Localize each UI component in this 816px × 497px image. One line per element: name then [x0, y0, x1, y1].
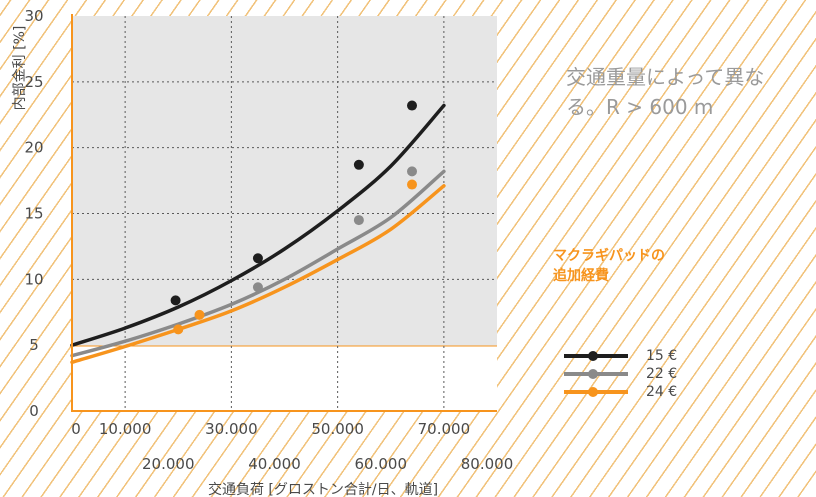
series-line-1	[70, 103, 446, 347]
data-point	[407, 179, 417, 190]
series-layer	[70, 100, 446, 365]
data-point	[353, 215, 364, 226]
data-point	[173, 324, 184, 335]
data-point	[252, 282, 263, 293]
data-point	[407, 166, 417, 177]
y-tick-label: 30	[24, 7, 43, 25]
legend-line-marker-icon	[564, 351, 628, 361]
x-tick-label: 40.000	[248, 455, 301, 473]
legend-label: 22 €	[646, 366, 678, 382]
y-tick-labels: 0 5 10 15 20 25 30	[24, 7, 43, 420]
x-tick-label: 50.000	[311, 420, 364, 438]
legend-label: 24 €	[646, 384, 678, 400]
data-point	[252, 253, 263, 264]
data-point	[194, 309, 205, 320]
x-tick-label: 0	[71, 420, 81, 438]
legend-line-marker-icon	[564, 369, 628, 379]
legend-item: 15 €	[562, 347, 702, 365]
x-tick-labels: 0 10.000 30.000 50.000 70.000 20.000 40.000 60.…	[71, 420, 513, 473]
legend-title: マクラギパッドの 追加経費	[553, 246, 753, 286]
x-tick-label: 10.000	[99, 420, 152, 438]
data-point	[170, 295, 181, 306]
x-tick-label: 70.000	[418, 420, 471, 438]
x-tick-label: 20.000	[142, 455, 195, 473]
route-note-line-1: 交通重量によって異な	[566, 65, 765, 89]
y-tick-label: 5	[29, 336, 39, 354]
plot-area-upper	[72, 16, 497, 346]
legend-marker	[588, 369, 598, 379]
x-axis-title: 交通負荷 [グロストン合計/日、軌道]	[208, 481, 438, 497]
legend-marker	[588, 387, 598, 397]
legend-title-line-2: 追加経費	[553, 268, 609, 284]
series-line-3	[70, 184, 446, 365]
legend-item: 24 €	[562, 383, 702, 401]
legend-item: 22 €	[562, 365, 702, 383]
x-tick-label: 80.000	[461, 455, 514, 473]
legend-line-marker-icon	[564, 387, 628, 397]
legend-marker	[588, 351, 598, 361]
y-tick-label: 15	[24, 205, 43, 223]
grid-lines	[72, 16, 497, 411]
y-tick-label: 10	[24, 270, 43, 288]
legend-title-line-1: マクラギパッドの	[553, 248, 665, 264]
legend: 15 € 22 € 24 €	[562, 347, 702, 401]
y-tick-label: 20	[24, 139, 43, 157]
route-note-line-2: る。R > 600 m	[566, 95, 714, 119]
y-axis-title: 内部金利 [%]	[12, 26, 28, 111]
x-tick-label: 30.000	[205, 420, 258, 438]
x-tick-label: 60.000	[355, 455, 408, 473]
plot-area-lower	[72, 346, 497, 411]
data-point	[353, 159, 364, 170]
y-tick-label: 25	[24, 73, 43, 91]
data-point	[407, 100, 417, 111]
y-tick-label: 0	[29, 402, 39, 420]
route-note: 交通重量によって異な る。R > 600 m	[566, 62, 816, 122]
legend-label: 15 €	[646, 348, 678, 364]
